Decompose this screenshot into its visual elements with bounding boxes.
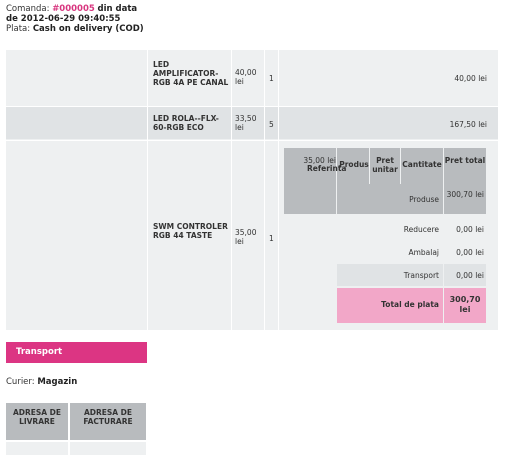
product-price: 40,00 lei [235,68,257,86]
header-quantity: Cantitate [402,160,442,169]
column-divider [278,50,279,330]
summary-label: Produse [409,195,439,204]
delivery-address-cell [6,442,68,455]
payment-line: Plata: Cash on delivery (COD) [6,24,144,34]
order-number-line: Comanda: #000005 din data [6,4,144,14]
row-divider [6,140,498,141]
product-row-band [6,107,498,139]
summary-row-cell [337,184,443,214]
summary-label: Ambalaj [408,248,439,257]
courier-line: Curier: Magazin [6,377,77,387]
billing-address-cell [70,442,146,455]
order-datetime: de 2012-06-29 09:40:55 [6,14,121,24]
order-header: Comanda: #000005 din data de 2012-06-29 … [6,4,144,34]
product-total: 167,50 lei [449,120,487,129]
product-price: 33,50 lei [235,114,257,132]
grand-total-label: Total de plata [381,300,439,309]
summary-label: Reducere [403,225,439,234]
summary-value: 0,00 lei [456,248,484,257]
product-qty: 1 [269,234,274,243]
summary-value: 300,70 lei [446,190,484,199]
summary-row-cell [337,264,443,286]
product-name: LED ROLA--FLX-60-RGB ECO [153,114,219,132]
product-qty: 5 [269,120,274,129]
column-divider [264,50,265,330]
delivery-address-header: ADRESA DE LIVRARE [6,403,68,440]
product-price: 35,00 lei [235,228,257,246]
address-table: ADRESA DE LIVRARE ADRESA DE FACTURARE [6,403,146,455]
column-divider [147,50,148,330]
summary-header-cell [284,148,336,214]
header-product: Produs [339,160,369,169]
header-total-price: Pret total [444,156,486,165]
command-label: Comanda: [6,4,50,14]
summary-header-cell [444,148,486,214]
summary-price: 35,00 lei [303,156,336,165]
transport-section-title: Transport [6,342,147,363]
header-reference: Referinta [307,164,347,173]
summary-value: 0,00 lei [456,225,484,234]
header-unit-price: Pret unitar [372,156,398,174]
summary-value: 0,00 lei [456,271,484,280]
summary-label: Transport [403,271,439,280]
column-divider [231,50,232,330]
product-total: 40,00 lei [454,74,487,83]
grand-total-value: 300,70 lei [449,295,481,314]
grand-total-label-cell [337,288,443,323]
grand-total-value-cell [444,288,486,323]
payment-label: Plata: [6,24,31,34]
order-number[interactable]: #000005 [52,4,95,14]
courier-label: Curier: [6,377,35,387]
product-name: SWM CONTROLER RGB 44 TASTE [153,222,228,240]
product-qty: 1 [269,74,274,83]
product-name: LED AMPLIFICATOR-RGB 4A PE CANAL [153,60,229,87]
billing-address-header: ADRESA DE FACTURARE [70,403,146,440]
payment-value: Cash on delivery (COD) [32,24,144,34]
date-text: din data [97,4,138,14]
summary-row-cell [444,264,486,286]
row-divider [6,106,498,107]
courier-value: Magazin [37,377,78,387]
